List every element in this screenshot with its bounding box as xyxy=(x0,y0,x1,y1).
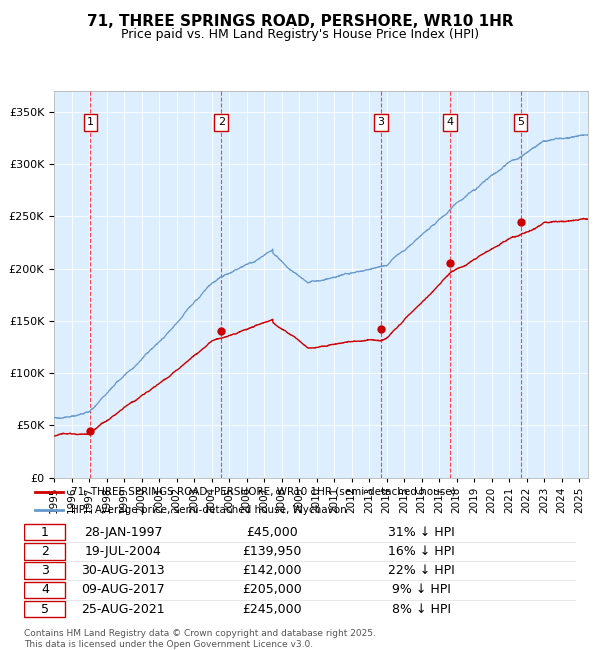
Text: 2: 2 xyxy=(41,545,49,558)
Text: 2: 2 xyxy=(218,118,225,127)
Text: £245,000: £245,000 xyxy=(242,603,302,616)
Text: 16% ↓ HPI: 16% ↓ HPI xyxy=(388,545,455,558)
Text: Contains HM Land Registry data © Crown copyright and database right 2025.
This d: Contains HM Land Registry data © Crown c… xyxy=(24,629,376,649)
Text: 71, THREE SPRINGS ROAD, PERSHORE, WR10 1HR: 71, THREE SPRINGS ROAD, PERSHORE, WR10 1… xyxy=(86,14,514,29)
Text: 1: 1 xyxy=(87,118,94,127)
Text: 25-AUG-2021: 25-AUG-2021 xyxy=(82,603,165,616)
Text: 4: 4 xyxy=(41,584,49,597)
Text: 19-JUL-2004: 19-JUL-2004 xyxy=(85,545,162,558)
Text: HPI: Average price, semi-detached house, Wychavon: HPI: Average price, semi-detached house,… xyxy=(71,505,347,515)
Text: 71, THREE SPRINGS ROAD, PERSHORE, WR10 1HR (semi-detached house): 71, THREE SPRINGS ROAD, PERSHORE, WR10 1… xyxy=(71,487,455,497)
Text: 5: 5 xyxy=(41,603,49,616)
FancyBboxPatch shape xyxy=(24,582,65,598)
Text: 22% ↓ HPI: 22% ↓ HPI xyxy=(388,564,455,577)
FancyBboxPatch shape xyxy=(24,562,65,579)
Text: 09-AUG-2017: 09-AUG-2017 xyxy=(82,584,165,597)
Text: £142,000: £142,000 xyxy=(242,564,302,577)
FancyBboxPatch shape xyxy=(24,601,65,618)
Text: 8% ↓ HPI: 8% ↓ HPI xyxy=(392,603,451,616)
Text: 3: 3 xyxy=(377,118,384,127)
Text: 31% ↓ HPI: 31% ↓ HPI xyxy=(388,526,455,539)
FancyBboxPatch shape xyxy=(24,543,65,560)
FancyBboxPatch shape xyxy=(24,524,65,541)
Text: 9% ↓ HPI: 9% ↓ HPI xyxy=(392,584,451,597)
Text: Price paid vs. HM Land Registry's House Price Index (HPI): Price paid vs. HM Land Registry's House … xyxy=(121,28,479,41)
Text: 4: 4 xyxy=(446,118,454,127)
Text: 5: 5 xyxy=(517,118,524,127)
Text: £45,000: £45,000 xyxy=(247,526,298,539)
Text: 30-AUG-2013: 30-AUG-2013 xyxy=(82,564,165,577)
Text: 28-JAN-1997: 28-JAN-1997 xyxy=(84,526,163,539)
Text: £139,950: £139,950 xyxy=(243,545,302,558)
Text: 3: 3 xyxy=(41,564,49,577)
Text: 1: 1 xyxy=(41,526,49,539)
Text: £205,000: £205,000 xyxy=(242,584,302,597)
